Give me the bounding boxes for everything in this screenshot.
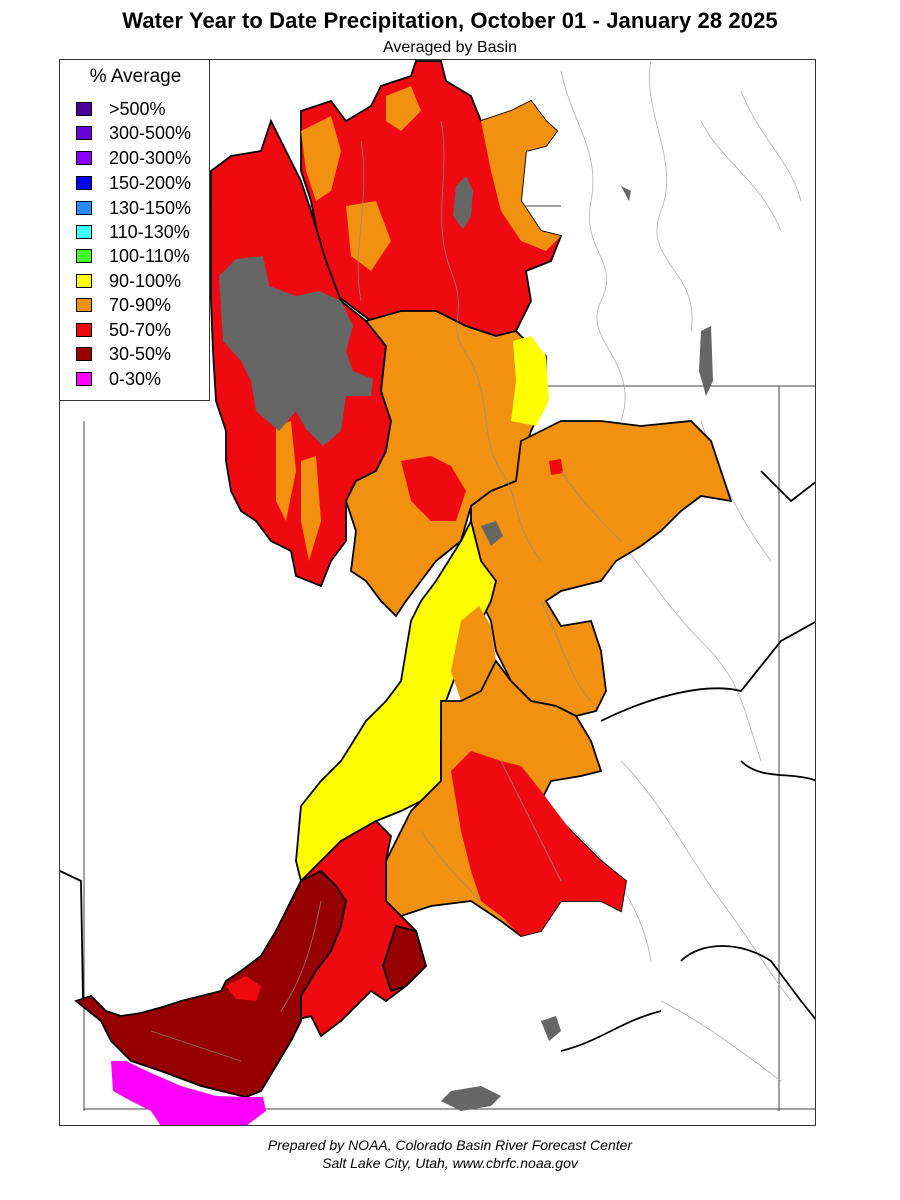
- region-red-sw-edge: [226, 976, 261, 1001]
- region-orange-nw-1: [276, 421, 296, 521]
- legend-label: 150-200%: [109, 172, 192, 193]
- legend-swatch: [76, 323, 92, 337]
- legend-label: 200-300%: [109, 147, 192, 168]
- lake-fontenelle: [453, 176, 473, 229]
- map-subtitle: Averaged by Basin: [382, 39, 517, 56]
- legend-swatch: [76, 102, 92, 116]
- legend-title: % Average: [89, 66, 182, 87]
- region-red-east-spot: [549, 459, 563, 475]
- legend-swatch: [76, 176, 92, 190]
- legend-item: >500%: [76, 99, 166, 119]
- region-orange-north-2: [301, 116, 341, 201]
- legend-swatch: [76, 347, 92, 361]
- outside-lakes: [441, 186, 713, 1111]
- legend-swatch: [76, 126, 92, 140]
- outer-boundaries: [60, 470, 815, 1052]
- legend-swatch: [76, 151, 92, 165]
- legend-swatch: [76, 225, 92, 239]
- region-red-south-east: [451, 751, 626, 936]
- footer-credit: Prepared by NOAA, Colorado Basin River F…: [267, 1137, 633, 1153]
- legend-swatch: [76, 274, 92, 288]
- legend-label: 110-130%: [109, 221, 190, 242]
- legend-item: 70-90%: [76, 295, 171, 315]
- legend-swatch: [76, 372, 92, 386]
- legend-label: >500%: [109, 98, 166, 119]
- region-orange-north-1: [481, 101, 561, 251]
- legend-swatch: [76, 298, 92, 312]
- legend-label: 50-70%: [109, 319, 172, 340]
- region-orange-nw-2: [301, 456, 321, 561]
- legend-swatch: [76, 201, 92, 215]
- region-orange-north-4: [346, 201, 391, 271]
- legend-item: 30-50%: [76, 344, 171, 364]
- rivers-inside: [150, 120, 622, 1062]
- great-salt-lake: [219, 256, 373, 446]
- legend-label: 100-110%: [109, 245, 190, 266]
- legend-item: 110-130%: [76, 222, 190, 242]
- region-magenta-sw: [111, 1061, 266, 1125]
- map-title: Water Year to Date Precipitation, Octobe…: [122, 8, 778, 33]
- basin-upper-green: [300, 60, 563, 337]
- region-orange-yellow-inner: [451, 606, 496, 701]
- region-darkred-sw: [74, 869, 347, 1098]
- region-red-wasatch: [401, 456, 466, 521]
- legend-item: 90-100%: [76, 271, 181, 291]
- map-frame: [59, 59, 816, 1126]
- legend-label: 300-500%: [109, 122, 192, 143]
- region-yellow-east-strip: [511, 336, 549, 426]
- region-orange-north-3: [386, 86, 421, 131]
- legend-item: 200-300%: [76, 148, 191, 168]
- legend-label: 90-100%: [109, 270, 182, 291]
- basin-map: [60, 60, 815, 1125]
- footer-location: Salt Lake City, Utah, www.cbrfc.noaa.gov: [322, 1155, 578, 1171]
- legend-item: 150-200%: [76, 173, 191, 193]
- legend-label: 130-150%: [109, 197, 192, 218]
- legend-item: 130-150%: [76, 198, 191, 218]
- legend: % Average >500% 300-500% 200-300% 150-20…: [59, 59, 210, 401]
- legend-label: 30-50%: [109, 343, 172, 364]
- legend-label: 0-30%: [109, 368, 162, 389]
- legend-item: 100-110%: [76, 246, 190, 266]
- legend-item: 50-70%: [76, 320, 171, 340]
- legend-item: 300-500%: [76, 123, 191, 143]
- region-darkred-se-small: [382, 924, 428, 993]
- legend-item: 0-30%: [76, 369, 161, 389]
- legend-label: 70-90%: [109, 294, 172, 315]
- lake-starvation: [481, 521, 503, 546]
- legend-swatch: [76, 249, 92, 263]
